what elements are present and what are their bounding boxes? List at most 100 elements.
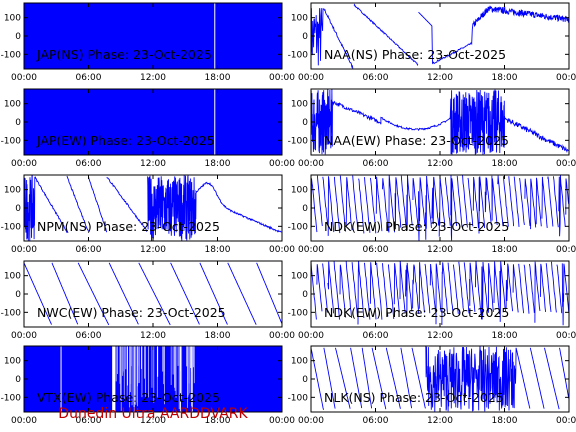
chart-panel: 100 0 -100 00:00 06:00 12:00 18:00 00:00 NDK(EW)…: [288, 174, 576, 255]
x-tick-label: 00:00: [11, 245, 37, 255]
panel-title: VTX(EW) Phase: 23-Oct-2025: [37, 390, 220, 405]
x-tick-label: 18:00: [492, 416, 518, 426]
phase-trace: [311, 346, 569, 412]
trace-gap: [112, 346, 116, 412]
x-tick-label: 12:00: [140, 416, 166, 426]
y-tick-label: 100: [291, 14, 308, 24]
chart-panel: 100 0 -100 00:00 06:00 12:00 18:00 00:00 VTX(EW)…: [1, 345, 295, 426]
phase-trace: [24, 262, 282, 326]
x-tick-label: 00:00: [269, 159, 295, 169]
plot-area: [311, 89, 569, 155]
chart-panel: 100 0 -100 00:00 06:00 12:00 18:00 00:00 NWC(EW)…: [1, 260, 295, 341]
plot-area: [311, 346, 569, 412]
x-tick-label: 06:00: [363, 245, 389, 255]
x-tick-label: 00:00: [298, 245, 324, 255]
panel-title: JAP(NS) Phase: 23-Oct-2025: [36, 47, 212, 62]
chart-panel: 100 0 -100 00:00 06:00 12:00 18:00 00:00 NDK(EW)…: [288, 260, 576, 341]
y-tick-label: -100: [288, 308, 309, 318]
x-tick-label: 06:00: [363, 159, 389, 169]
y-tick-label: -100: [1, 222, 22, 232]
plot-area: [311, 3, 569, 69]
x-tick-label: 06:00: [76, 159, 102, 169]
x-tick-label: 00:00: [11, 73, 37, 83]
chart-panel: 100 0 -100 00:00 06:00 12:00 18:00 00:00 NAA(EW)…: [288, 88, 576, 169]
plot-area: [311, 175, 569, 241]
x-tick-label: 12:00: [427, 245, 453, 255]
panel-title: NDK(EW) Phase: 23-Oct-2025: [324, 305, 509, 320]
y-tick-label: 100: [4, 14, 21, 24]
y-tick-label: 0: [15, 32, 21, 42]
x-tick-label: 06:00: [363, 73, 389, 83]
y-tick-label: 100: [4, 272, 21, 282]
y-tick-label: -100: [1, 50, 22, 60]
phase-trace: [24, 89, 282, 155]
x-tick-label: 00:00: [269, 331, 295, 341]
footer-credit: Dunedin Ultra AARDDVARK: [58, 406, 248, 422]
y-tick-label: 0: [15, 118, 21, 128]
x-tick-label: 00:00: [556, 331, 576, 341]
x-tick-label: 12:00: [427, 331, 453, 341]
x-tick-label: 00:00: [556, 73, 576, 83]
phase-trace: [311, 261, 569, 326]
trace-gap: [60, 346, 62, 412]
panels: 100 0 -100 00:00 06:00 12:00 18:00 00:00 JAP(NS)…: [1, 2, 576, 426]
trace-gap: [214, 3, 216, 69]
y-tick-label: 100: [4, 357, 21, 367]
chart-panel: 100 0 -100 00:00 06:00 12:00 18:00 00:00 NAA(NS)…: [288, 2, 576, 83]
panel-title: NAA(NS) Phase: 23-Oct-2025: [324, 47, 506, 62]
x-tick-label: 00:00: [298, 159, 324, 169]
x-tick-label: 18:00: [205, 73, 231, 83]
panel-title: NLK(NS) Phase: 23-Oct-2025: [324, 390, 504, 405]
x-tick-label: 00:00: [556, 159, 576, 169]
trace-gap: [191, 346, 193, 412]
y-tick-label: 100: [291, 186, 308, 196]
phase-trace: [24, 3, 282, 69]
x-tick-label: 06:00: [363, 331, 389, 341]
x-tick-label: 12:00: [140, 159, 166, 169]
x-tick-label: 00:00: [298, 416, 324, 426]
chart-panel: 100 0 -100 00:00 06:00 12:00 18:00 00:00 JAP(EW)…: [1, 88, 295, 169]
x-tick-label: 12:00: [140, 331, 166, 341]
phase-trace: [311, 175, 569, 241]
x-tick-label: 18:00: [205, 416, 231, 426]
y-tick-label: -100: [288, 136, 309, 146]
phase-trace: [311, 89, 569, 155]
x-tick-label: 12:00: [427, 73, 453, 83]
phase-trace: [24, 346, 282, 412]
x-tick-label: 06:00: [363, 416, 389, 426]
x-tick-label: 12:00: [427, 159, 453, 169]
panel-title: NPM(NS) Phase: 23-Oct-2025: [37, 219, 220, 234]
phase-trace: [24, 175, 282, 241]
y-tick-label: 0: [302, 290, 308, 300]
y-tick-label: -100: [288, 393, 309, 403]
x-tick-label: 00:00: [269, 245, 295, 255]
y-tick-label: 100: [4, 186, 21, 196]
chart-panel: 100 0 -100 00:00 06:00 12:00 18:00 00:00 NLK(NS)…: [288, 345, 576, 426]
y-tick-label: -100: [1, 393, 22, 403]
panel-title: NDK(EW) Phase: 23-Oct-2025: [324, 219, 509, 234]
y-tick-label: -100: [288, 222, 309, 232]
y-tick-label: -100: [1, 308, 22, 318]
x-tick-label: 00:00: [11, 159, 37, 169]
x-tick-label: 06:00: [76, 331, 102, 341]
x-tick-label: 18:00: [492, 73, 518, 83]
y-tick-label: 0: [302, 204, 308, 214]
x-tick-label: 00:00: [269, 416, 295, 426]
x-tick-label: 12:00: [140, 73, 166, 83]
phase-trace: [311, 3, 569, 69]
x-tick-label: 12:00: [427, 416, 453, 426]
x-tick-label: 18:00: [205, 159, 231, 169]
panel-title: JAP(EW) Phase: 23-Oct-2025: [36, 133, 215, 148]
x-tick-label: 00:00: [298, 73, 324, 83]
x-tick-label: 00:00: [298, 331, 324, 341]
x-tick-label: 06:00: [76, 416, 102, 426]
chart-panel: 100 0 -100 00:00 06:00 12:00 18:00 00:00 NPM(NS)…: [1, 174, 295, 255]
x-tick-label: 12:00: [140, 245, 166, 255]
plot-area: [24, 89, 282, 155]
plot-area: [311, 261, 569, 326]
y-tick-label: -100: [1, 136, 22, 146]
x-tick-label: 18:00: [492, 159, 518, 169]
panel-title: NWC(EW) Phase: 23-Oct-2025: [37, 305, 226, 320]
trace-gap: [214, 89, 216, 155]
